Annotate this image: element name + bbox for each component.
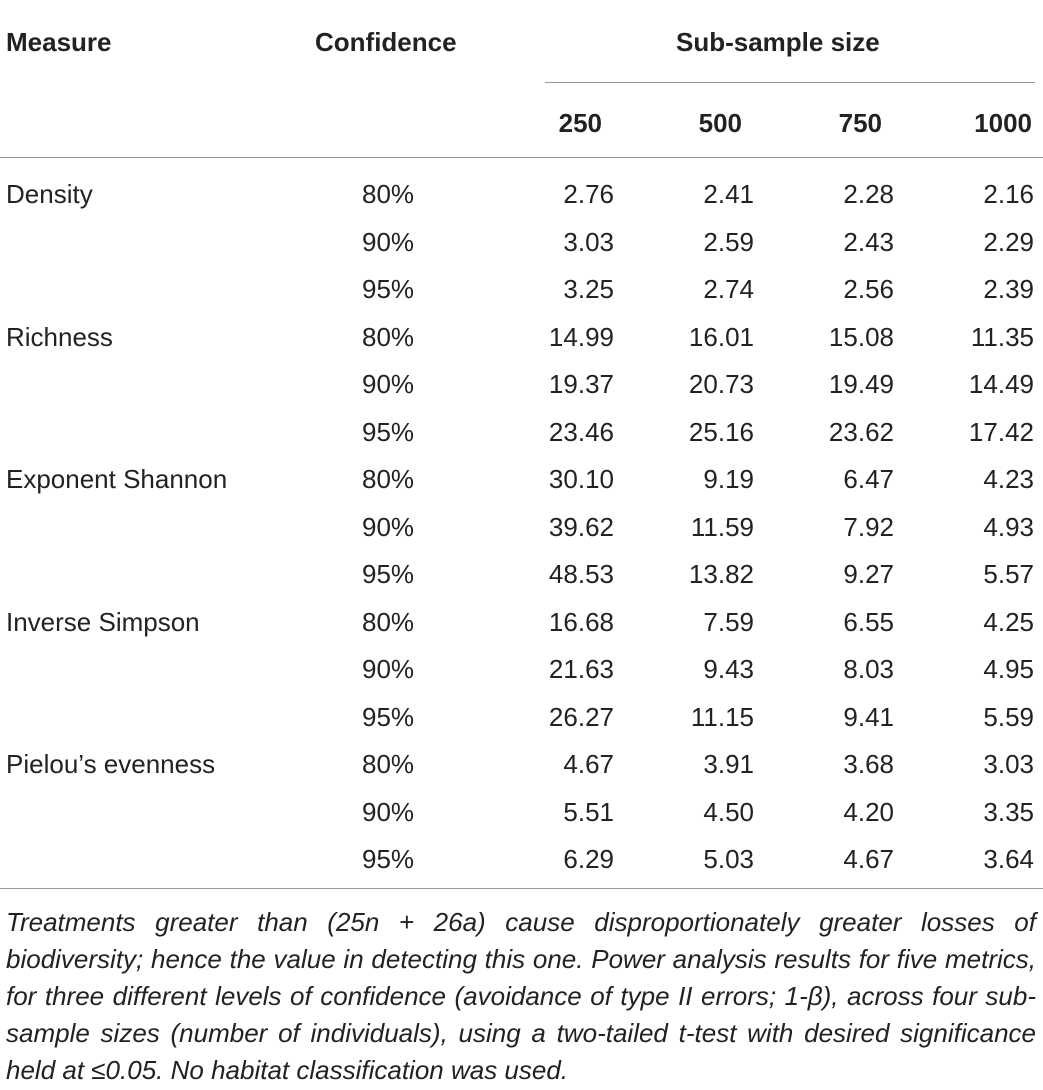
value-cell: 16.68 <box>548 606 614 637</box>
value-cell: 20.73 <box>688 369 754 399</box>
measure-cell: Inverse Simpson <box>6 606 200 637</box>
value-cell: 5.51 <box>563 796 614 827</box>
confidence-cell: 90% <box>362 796 415 827</box>
value-cell: 21.63 <box>548 654 614 684</box>
value-cell: 4.25 <box>983 606 1034 637</box>
table-footnote: Treatments greater than (25n + 26a) caus… <box>6 907 1036 1085</box>
value-cell: 11.35 <box>970 321 1034 352</box>
value-cell: 4.67 <box>563 749 614 779</box>
value-cell: 4.67 <box>843 844 894 874</box>
confidence-cell: 90% <box>362 654 415 684</box>
header-size-500: 500 <box>698 108 742 138</box>
value-cell: 4.50 <box>703 796 754 827</box>
value-cell: 3.03 <box>983 749 1034 779</box>
value-cell: 6.47 <box>843 464 894 494</box>
value-cell: 48.53 <box>548 559 614 589</box>
header-subsample-size: Sub-sample size <box>676 27 880 57</box>
confidence-cell: 90% <box>362 369 415 399</box>
value-cell: 2.16 <box>983 179 1034 209</box>
value-cell: 25.16 <box>688 416 754 447</box>
value-cell: 11.15 <box>690 701 754 732</box>
value-cell: 14.99 <box>548 321 614 352</box>
subsample-rule <box>545 82 1035 83</box>
value-cell: 3.03 <box>563 226 614 257</box>
value-cell: 3.64 <box>983 844 1034 874</box>
value-cell: 4.20 <box>843 796 894 827</box>
confidence-cell: 95% <box>362 844 415 874</box>
value-cell: 6.55 <box>843 606 894 637</box>
header-size-250: 250 <box>558 108 602 138</box>
value-cell: 14.49 <box>968 369 1034 399</box>
value-cell: 39.62 <box>548 511 614 542</box>
confidence-cell: 80% <box>362 606 415 637</box>
value-cell: 2.29 <box>983 226 1034 257</box>
value-cell: 17.42 <box>968 416 1034 447</box>
value-cell: 23.62 <box>828 416 894 447</box>
bottom-rule <box>0 888 1043 889</box>
value-cell: 5.57 <box>983 559 1034 589</box>
value-cell: 4.95 <box>983 654 1034 684</box>
value-cell: 2.56 <box>843 274 894 304</box>
value-cell: 3.68 <box>843 749 894 779</box>
confidence-cell: 95% <box>362 559 415 589</box>
value-cell: 23.46 <box>548 416 614 447</box>
value-cell: 16.01 <box>688 321 754 352</box>
value-cell: 13.82 <box>688 559 754 589</box>
value-cell: 4.93 <box>983 511 1034 542</box>
header-size-1000: 1000 <box>974 108 1032 138</box>
confidence-cell: 95% <box>362 701 415 732</box>
value-cell: 7.59 <box>703 606 754 637</box>
measure-cell: Richness <box>6 321 113 352</box>
value-cell: 8.03 <box>843 654 894 684</box>
confidence-cell: 80% <box>362 321 415 352</box>
value-cell: 2.74 <box>703 274 754 304</box>
header-rule <box>0 157 1043 158</box>
value-cell: 3.91 <box>703 749 754 779</box>
value-cell: 2.43 <box>843 226 894 257</box>
confidence-cell: 90% <box>362 226 415 257</box>
value-cell: 5.03 <box>703 844 754 874</box>
confidence-cell: 90% <box>362 511 415 542</box>
value-cell: 19.49 <box>828 369 894 399</box>
value-cell: 3.35 <box>983 796 1034 827</box>
value-cell: 9.27 <box>843 559 894 589</box>
value-cell: 15.08 <box>828 321 894 352</box>
confidence-cell: 80% <box>362 749 415 779</box>
value-cell: 9.43 <box>703 654 754 684</box>
confidence-cell: 80% <box>362 464 415 494</box>
header-size-750: 750 <box>838 108 882 138</box>
value-cell: 11.59 <box>690 511 754 542</box>
value-cell: 2.39 <box>983 274 1034 304</box>
value-cell: 2.28 <box>843 179 894 209</box>
confidence-cell: 95% <box>362 416 415 447</box>
measure-cell: Density <box>6 179 93 209</box>
confidence-cell: 95% <box>362 274 415 304</box>
value-cell: 3.25 <box>563 274 614 304</box>
value-cell: 9.19 <box>703 464 754 494</box>
value-cell: 19.37 <box>548 369 614 399</box>
value-cell: 2.41 <box>703 179 754 209</box>
value-cell: 26.27 <box>548 701 614 732</box>
measure-cell: Pielou’s evenness <box>6 749 216 779</box>
measure-cell: Exponent Shannon <box>6 464 228 494</box>
confidence-cell: 80% <box>362 179 415 209</box>
value-cell: 2.76 <box>563 179 614 209</box>
value-cell: 4.23 <box>983 464 1034 494</box>
value-cell: 30.10 <box>548 464 614 494</box>
header-measure: Measure <box>6 27 112 57</box>
value-cell: 5.59 <box>983 701 1034 732</box>
value-cell: 2.59 <box>703 226 754 257</box>
value-cell: 6.29 <box>563 844 614 874</box>
value-cell: 7.92 <box>843 511 894 542</box>
value-cell: 9.41 <box>843 701 894 732</box>
header-confidence: Confidence <box>315 27 457 57</box>
